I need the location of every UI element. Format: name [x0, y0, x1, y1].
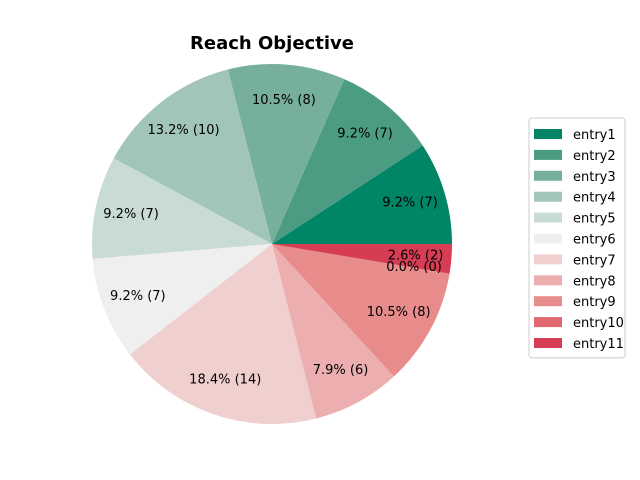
pie-slice-entry8 [272, 244, 394, 419]
legend-label-entry10: entry10 [573, 316, 624, 331]
legend-label-entry7: entry7 [573, 253, 616, 268]
legend-label-entry11: entry11 [573, 337, 624, 352]
legend-label-entry5: entry5 [573, 212, 616, 227]
legend-label-entry1: entry1 [573, 128, 616, 143]
slice-label-entry6: 9.2% (7) [110, 289, 166, 304]
pie-slice-entry5 [91, 158, 272, 259]
pie-slice-entry1 [272, 145, 452, 244]
slice-label-entry5: 9.2% (7) [103, 207, 159, 222]
legend-label-entry4: entry4 [573, 191, 616, 206]
chart-title: Reach Objective [190, 33, 354, 54]
slice-label-entry3: 10.5% (8) [252, 93, 316, 108]
pie-slice-entry6 [92, 244, 272, 355]
legend-swatch-entry7 [534, 254, 562, 265]
slice-label-entry7: 18.4% (14) [189, 373, 261, 388]
legend-label-entry3: entry3 [573, 170, 616, 185]
pie-slice-entry11 [272, 244, 452, 274]
pie-slice-entry4 [113, 69, 272, 244]
pie-labels: 9.2% (7) 9.2% (7) 10.5% (8) 13.2% (10) 9.2% … [103, 93, 443, 388]
slice-label-entry9: 10.5% (8) [367, 305, 431, 320]
legend-swatch-entry9 [534, 296, 562, 307]
legend-swatch-entry4 [534, 191, 562, 202]
slice-label-entry10: 0.0% (0) [386, 260, 442, 275]
legend-swatch-entry6 [534, 233, 562, 244]
slice-label-entry2: 9.2% (7) [337, 127, 393, 142]
legend-swatch-entry2 [534, 149, 562, 160]
legend-label-entry2: entry2 [573, 149, 616, 164]
slice-label-entry11: 2.6% (2) [388, 248, 444, 263]
legend-swatch-entry10 [534, 317, 562, 328]
legend-swatch-entry5 [534, 212, 562, 223]
legend: entry1 entry2 entry3 entry4 entry5 entry6 entr… [528, 117, 626, 359]
legend-label-entry9: entry9 [573, 295, 616, 310]
legend-swatch-entry3 [534, 170, 562, 181]
pie-slices [91, 63, 452, 424]
legend-label-entry8: entry8 [573, 274, 616, 289]
legend-swatch-entry8 [534, 275, 562, 286]
slice-label-entry1: 9.2% (7) [382, 195, 438, 210]
pie-slice-entry3 [227, 63, 345, 244]
legend-swatch-entry11 [534, 338, 562, 348]
pie-slice-entry9 [272, 244, 450, 377]
slice-label-entry4: 13.2% (10) [147, 123, 219, 138]
legend-label-entry6: entry6 [573, 233, 616, 248]
legend-swatch-entry1 [534, 129, 562, 139]
pie-slice-entry7 [129, 244, 317, 424]
slice-label-entry8: 7.9% (6) [313, 363, 369, 378]
pie-slice-entry2 [272, 79, 423, 245]
